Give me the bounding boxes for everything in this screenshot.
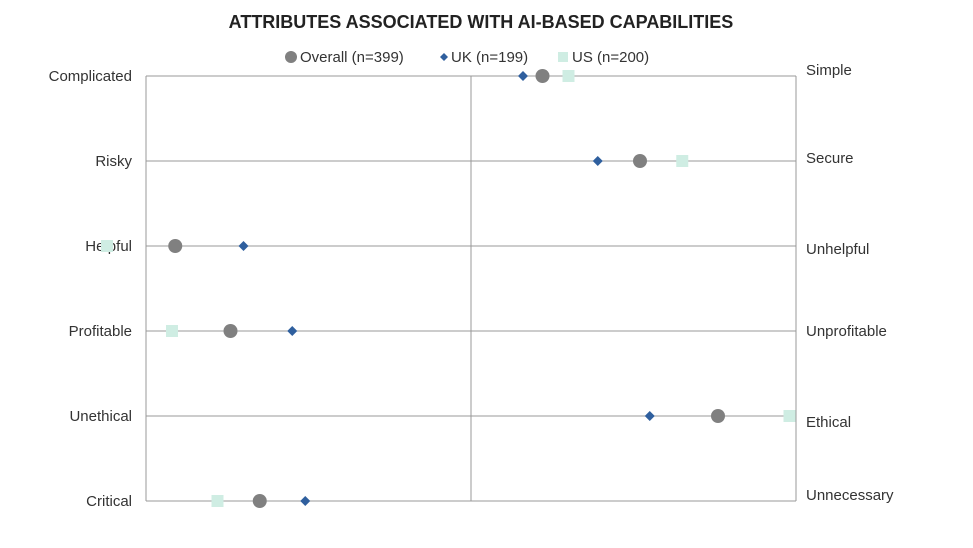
point-us-helpful xyxy=(101,240,113,252)
point-us-risky xyxy=(676,155,689,167)
chart-title: ATTRIBUTES ASSOCIATED WITH AI-BASED CAPA… xyxy=(229,12,734,32)
right-label-unprofitable: Unprofitable xyxy=(806,323,887,340)
legend-item-uk: UK (n=199) xyxy=(440,49,528,66)
right-label-unhelpful: Unhelpful xyxy=(806,241,869,258)
point-uk-unethical xyxy=(644,411,655,421)
left-label-profitable: Profitable xyxy=(69,323,132,340)
point-overall-helpful xyxy=(168,239,183,253)
right-label-ethical: Ethical xyxy=(806,414,851,431)
point-overall-unethical xyxy=(711,409,725,423)
point-uk-complicated xyxy=(518,71,528,81)
point-us-profitable xyxy=(166,325,178,337)
legend: Overall (n=399) UK (n=199) US (n=200) xyxy=(285,49,649,66)
left-label-critical: Critical xyxy=(86,493,132,510)
legend-item-us: US (n=200) xyxy=(558,49,649,66)
right-label-simple: Simple xyxy=(806,62,852,79)
right-label-unnecessary: Unnecessary xyxy=(806,487,894,504)
legend-item-overall: Overall (n=399) xyxy=(285,49,404,66)
legend-marker-us xyxy=(558,52,568,62)
legend-marker-overall xyxy=(285,51,297,63)
point-uk-risky xyxy=(592,156,603,166)
point-uk-helpful xyxy=(238,241,249,251)
point-overall-complicated xyxy=(535,69,550,83)
point-us-unethical xyxy=(783,410,796,422)
point-us-critical xyxy=(211,495,224,507)
left-label-unethical: Unethical xyxy=(69,408,132,425)
right-label-secure: Secure xyxy=(806,150,854,167)
legend-label-us: US (n=200) xyxy=(572,49,649,66)
legend-marker-uk xyxy=(440,53,448,61)
point-uk-critical xyxy=(300,496,311,506)
point-us-complicated xyxy=(562,70,575,82)
point-overall-profitable xyxy=(223,324,238,338)
plot-area: ComplicatedSimpleRiskySecureHelpfulUnhel… xyxy=(49,62,894,510)
legend-label-overall: Overall (n=399) xyxy=(300,49,404,66)
left-label-complicated: Complicated xyxy=(49,68,132,85)
legend-label-uk: UK (n=199) xyxy=(451,49,528,66)
left-label-risky: Risky xyxy=(95,153,132,170)
point-uk-profitable xyxy=(287,326,298,336)
point-overall-critical xyxy=(252,494,267,508)
point-overall-risky xyxy=(633,154,647,168)
